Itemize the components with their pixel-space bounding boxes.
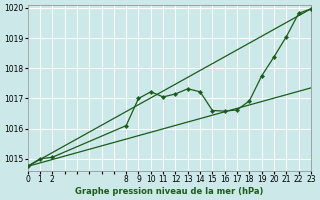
- X-axis label: Graphe pression niveau de la mer (hPa): Graphe pression niveau de la mer (hPa): [75, 187, 263, 196]
